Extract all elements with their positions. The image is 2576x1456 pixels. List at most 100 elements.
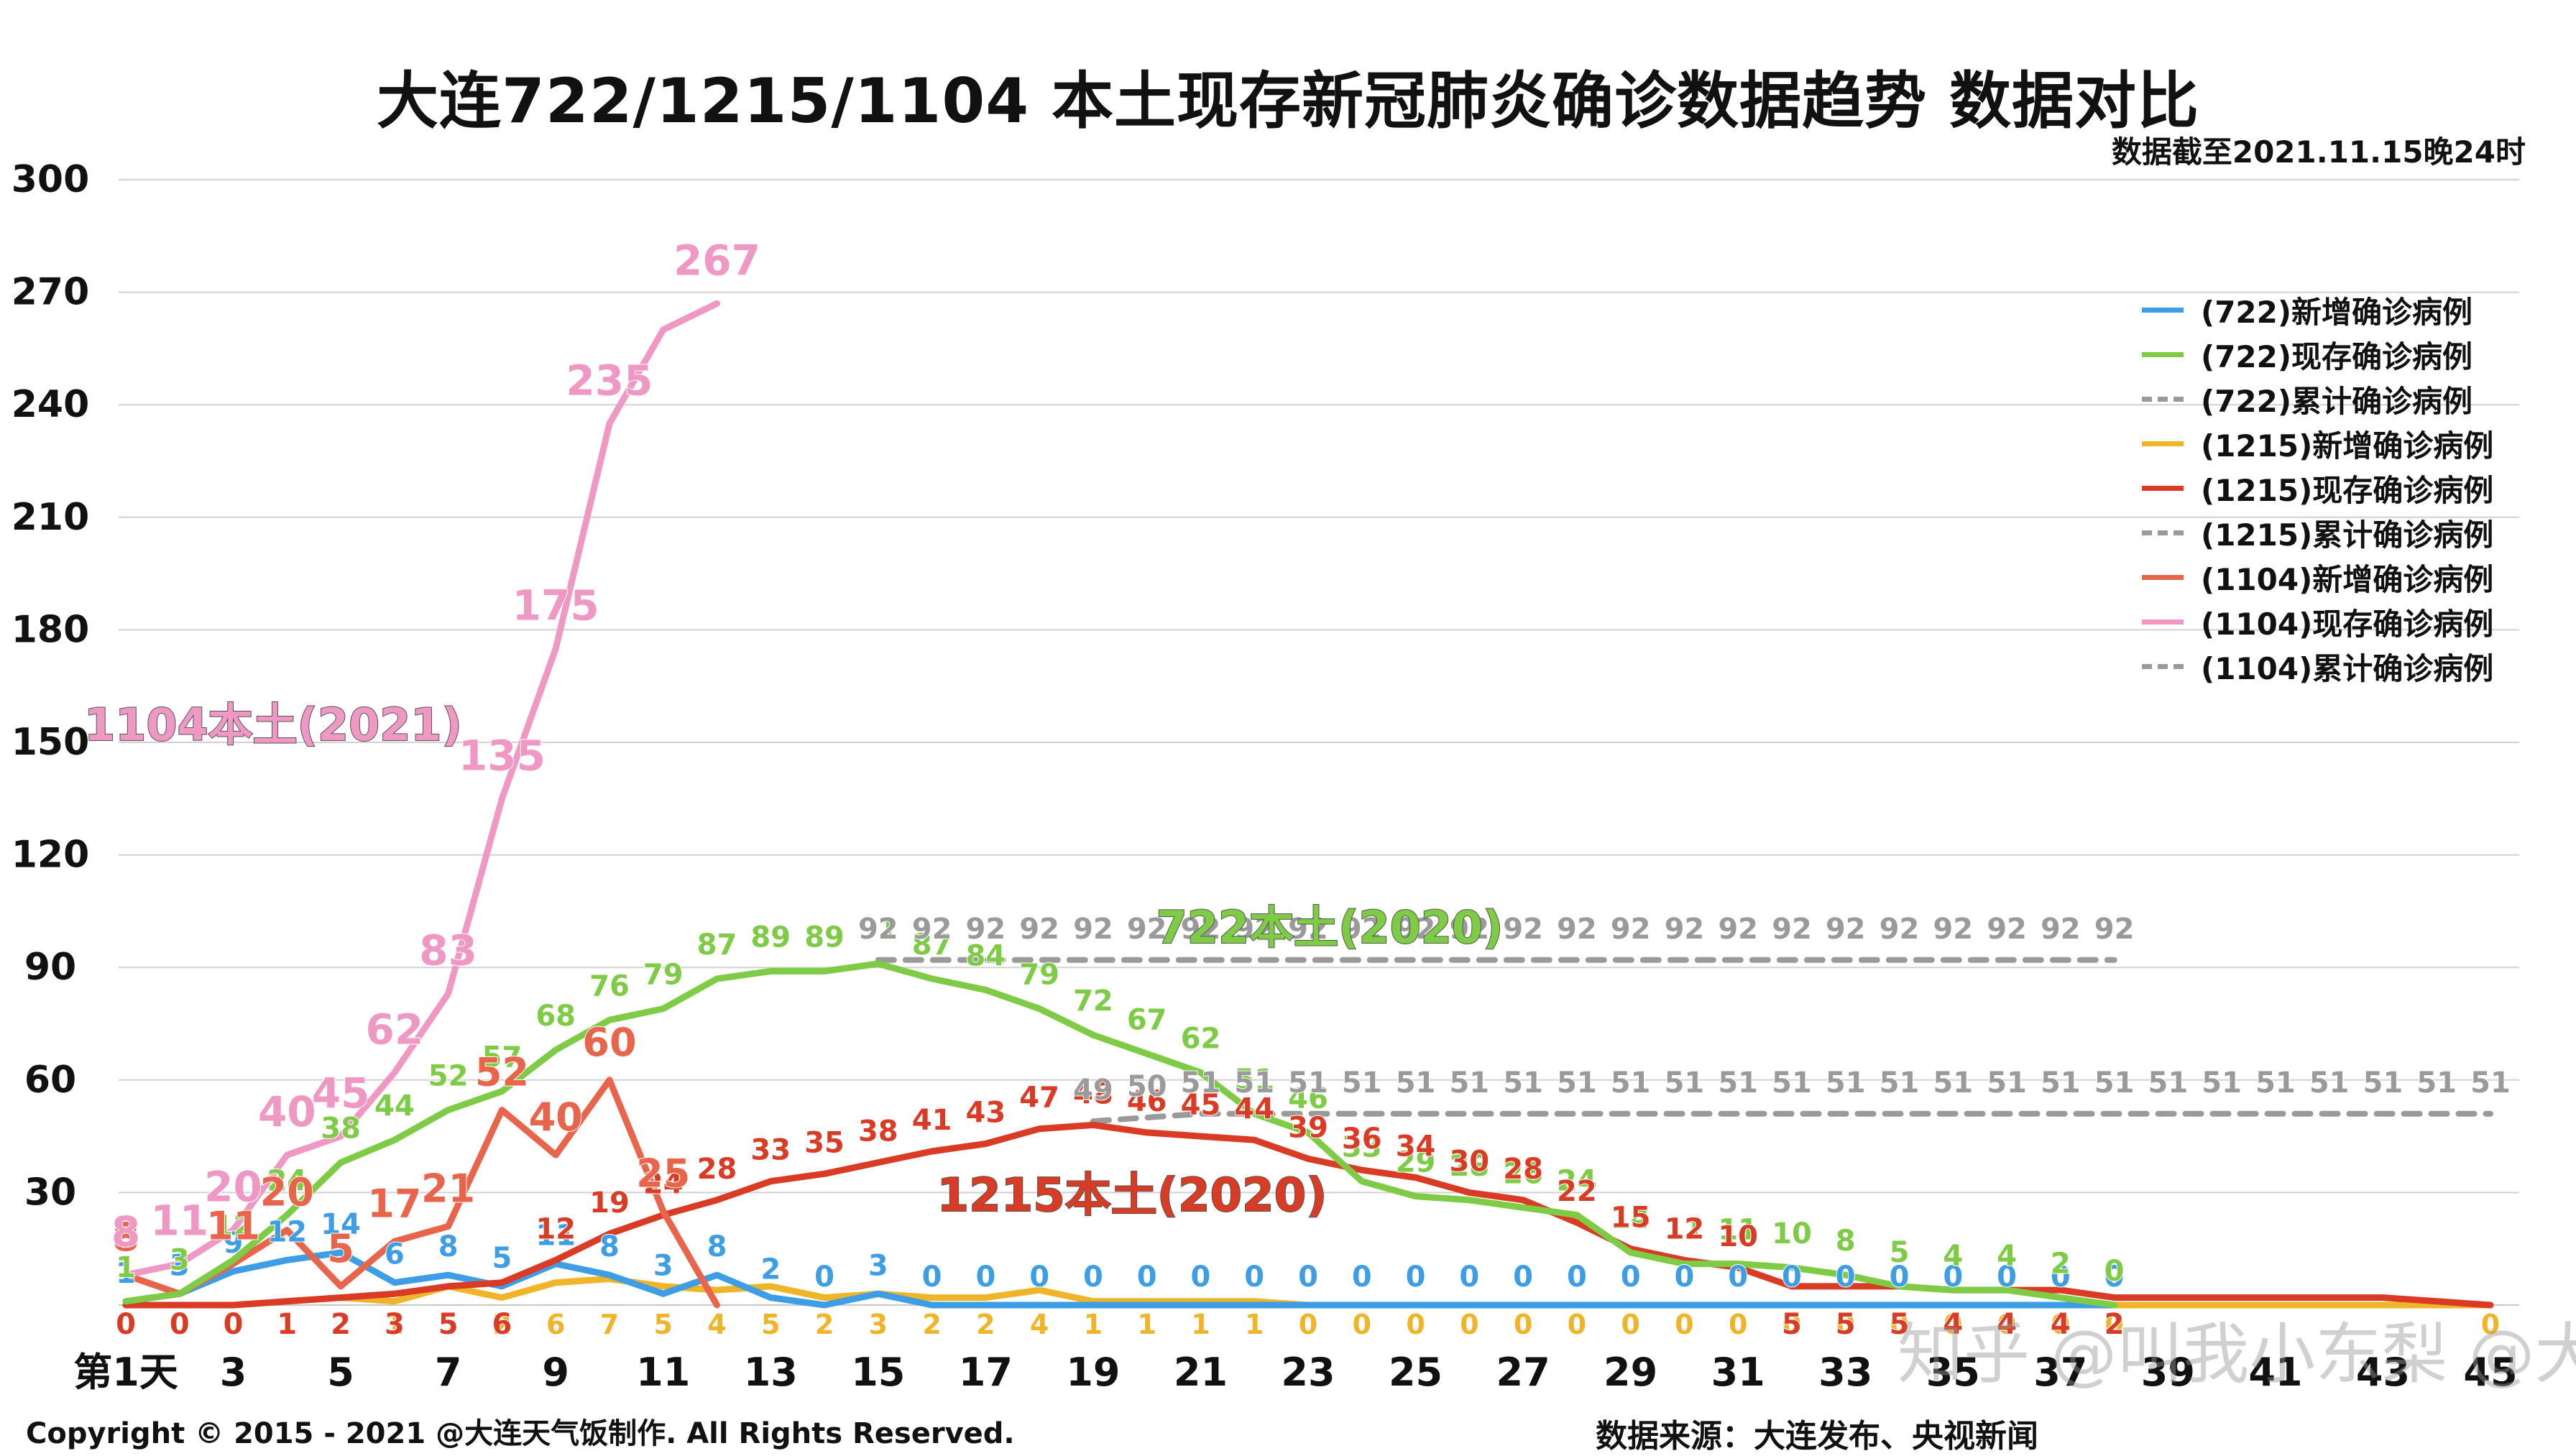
data-label: 0: [1890, 1261, 1910, 1294]
data-label: 92: [966, 913, 1006, 946]
data-label: 15: [1611, 1202, 1651, 1235]
legend-swatch: [2142, 396, 2184, 402]
data-label: 5: [1782, 1308, 1802, 1341]
data-label: 36: [1342, 1123, 1382, 1156]
data-label: 92: [858, 913, 898, 946]
data-label: 10: [1772, 1217, 1812, 1250]
data-label: 51: [2148, 1066, 2189, 1100]
x-tick-label: 45: [2463, 1350, 2517, 1395]
data-label: 2: [760, 1253, 781, 1286]
data-label: 51: [2202, 1066, 2242, 1100]
data-label: 89: [750, 921, 791, 954]
data-label: 0: [1729, 1309, 1747, 1340]
data-label: 40: [258, 1087, 316, 1136]
data-label: 41: [912, 1104, 952, 1137]
data-label: 1: [116, 1257, 136, 1290]
data-label: 44: [374, 1089, 415, 1123]
data-label: 0: [1460, 1309, 1478, 1340]
data-label: 92: [1665, 913, 1705, 946]
data-label: 46: [1127, 1085, 1167, 1118]
data-label: 0: [2104, 1261, 2125, 1294]
data-label: 3: [170, 1243, 190, 1276]
data-label: 11: [206, 1204, 260, 1249]
data-label: 5: [1890, 1236, 1910, 1269]
data-label: 38: [858, 1115, 898, 1148]
data-label: 4: [1943, 1240, 1963, 1273]
data-label: 0: [1513, 1261, 1533, 1294]
y-tick-label: 240: [12, 383, 90, 426]
data-label: 11: [150, 1197, 208, 1245]
data-label: 51: [1449, 1066, 1489, 1100]
data-label: 51: [1611, 1066, 1651, 1100]
grid-lines: [119, 179, 2519, 1194]
data-label: 0: [1782, 1261, 1802, 1294]
data-label: 1: [277, 1309, 296, 1340]
legend-label: (1215)现存确诊病例: [2201, 472, 2494, 508]
data-label: 49: [1073, 1074, 1113, 1107]
data-label: 235: [566, 356, 653, 405]
legend-item: (1104)累计确诊病例: [2142, 644, 2493, 688]
data-label: 267: [673, 236, 760, 285]
legend-item: (1104)现存确诊病例: [2142, 599, 2493, 644]
data-label: 39: [1288, 1111, 1328, 1144]
x-tick-label: 19: [1066, 1350, 1120, 1395]
data-label: 51: [2041, 1066, 2081, 1100]
x-tick-label: 5: [327, 1350, 354, 1395]
legend-label: (722)现存确诊病例: [2201, 338, 2473, 374]
data-label: 51: [1342, 1066, 1382, 1100]
data-label: 38: [321, 1112, 361, 1146]
y-tick-label: 300: [12, 158, 90, 201]
data-label: 47: [1019, 1082, 1059, 1115]
data-label: 50: [1127, 1070, 1167, 1103]
legend-swatch: [2142, 574, 2184, 580]
data-label: 89: [804, 921, 845, 954]
data-label: 92: [1288, 913, 1328, 946]
data-label: 52: [475, 1050, 529, 1095]
data-label: 1: [1084, 1309, 1103, 1340]
data-label: 6: [385, 1238, 405, 1271]
y-tick-label: 90: [24, 946, 76, 989]
data-label: 21: [421, 1166, 475, 1211]
data-label: 48: [1073, 1077, 1113, 1110]
data-label: 0: [1352, 1261, 1372, 1294]
series-line: [1090, 1110, 2493, 1125]
data-label: 5: [327, 1226, 354, 1271]
data-label: 28: [697, 1153, 737, 1186]
data-label: 92: [1987, 913, 2027, 946]
data-label: 51: [2255, 1066, 2296, 1100]
data-label: 87: [697, 929, 737, 962]
data-label: 0: [2104, 1255, 2125, 1288]
data-label: 7: [600, 1309, 619, 1340]
data-label: 0: [116, 1308, 136, 1341]
data-label: 33: [750, 1134, 791, 1167]
data-label: 35: [804, 1126, 845, 1159]
data-label: 72: [1073, 985, 1113, 1018]
x-tick-label: 17: [959, 1350, 1013, 1395]
data-label: 0: [1836, 1309, 1855, 1340]
data-label: 10: [1718, 1220, 1758, 1253]
data-label: 8: [112, 1215, 139, 1260]
legend-swatch: [2142, 663, 2184, 669]
data-label: 45: [1181, 1089, 1221, 1122]
data-cutoff-note: 数据截至2021.11.15晚24时: [2111, 134, 2526, 170]
legend-item: (1215)现存确诊病例: [2142, 466, 2493, 510]
data-label: 0: [170, 1309, 189, 1340]
legend-label: (1104)累计确诊病例: [2201, 650, 2494, 686]
data-label: 0: [1299, 1309, 1317, 1340]
x-tick-label: 33: [1818, 1350, 1872, 1395]
data-label: 51: [1665, 1066, 1705, 1100]
data-label: 92: [1342, 913, 1382, 946]
legend-swatch: [2142, 351, 2184, 357]
data-label: 62: [1181, 1022, 1221, 1055]
data-label: 8: [111, 1207, 140, 1256]
data-label: 11: [535, 1220, 576, 1253]
x-tick-label: 21: [1174, 1350, 1228, 1395]
data-label: 24: [1557, 1165, 1597, 1198]
x-tick-label: 7: [435, 1350, 462, 1395]
legend-item: (1104)新增确诊病例: [2142, 555, 2493, 599]
data-label: 92: [1826, 913, 1866, 946]
legend-swatch: [2142, 441, 2184, 446]
data-label: 92: [2094, 913, 2135, 946]
